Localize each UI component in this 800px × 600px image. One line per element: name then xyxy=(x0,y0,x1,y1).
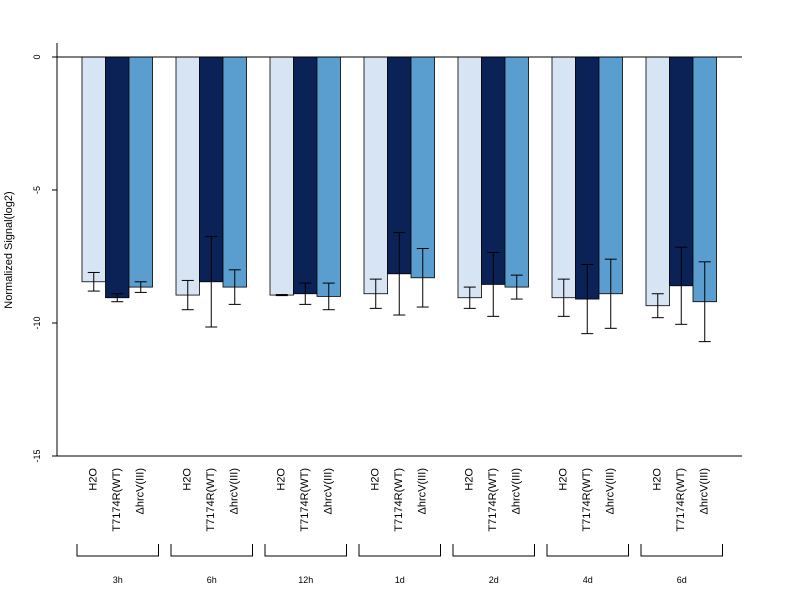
group-label: 1d xyxy=(395,575,405,585)
y-tick-label: 0 xyxy=(32,54,42,59)
error-bar xyxy=(698,261,711,343)
bar-label: H2O xyxy=(652,468,664,491)
bar-label: H2O xyxy=(88,468,100,491)
error-bar xyxy=(87,271,100,292)
error-bar xyxy=(487,252,500,317)
error-bar xyxy=(111,293,124,303)
error-bar xyxy=(581,263,594,335)
bar-label: ΔhrcV(III) xyxy=(323,468,335,514)
bar-label: ΔhrcV(III) xyxy=(417,468,429,514)
bar xyxy=(128,56,153,288)
bar-label: T7174R(WT) xyxy=(393,468,405,532)
y-tick-label: -10 xyxy=(32,316,42,329)
error-bar xyxy=(651,293,664,319)
y-axis: 0 -5 -10 -15 xyxy=(32,43,58,463)
bar xyxy=(81,56,106,283)
group-bracket xyxy=(170,544,253,557)
group-label: 3h xyxy=(113,575,123,585)
error-bar xyxy=(557,278,570,317)
bar xyxy=(410,56,435,279)
error-bar xyxy=(275,294,288,297)
bar-label: T7174R(WT) xyxy=(299,468,311,532)
plot-area xyxy=(57,56,742,457)
group-label: 4d xyxy=(583,575,593,585)
bar xyxy=(481,56,506,285)
bar xyxy=(457,56,482,299)
error-bar xyxy=(181,279,194,311)
bar-label: ΔhrcV(III) xyxy=(135,468,147,514)
bar-label: H2O xyxy=(464,468,476,491)
group-bracket xyxy=(358,544,441,557)
group-bracket xyxy=(452,544,535,557)
bar-label: T7174R(WT) xyxy=(111,468,123,532)
bar xyxy=(645,56,670,307)
group-bracket xyxy=(76,544,159,557)
bar xyxy=(363,56,388,295)
bar-label: T7174R(WT) xyxy=(487,468,499,532)
bar xyxy=(504,56,529,288)
bar-label: ΔhrcV(III) xyxy=(511,468,523,514)
error-bar xyxy=(463,286,476,309)
y-tick-label: -5 xyxy=(32,186,42,194)
error-bar xyxy=(322,282,335,311)
bar-label: T7174R(WT) xyxy=(675,468,687,532)
error-bar xyxy=(416,248,429,308)
group-label: 2d xyxy=(489,575,499,585)
group-bracket xyxy=(640,544,723,557)
bar xyxy=(105,56,130,299)
group-bracket xyxy=(546,544,629,557)
bar-label: T7174R(WT) xyxy=(205,468,217,532)
bar-label: H2O xyxy=(370,468,382,491)
bar-label: ΔhrcV(III) xyxy=(229,468,241,514)
error-bar xyxy=(510,274,523,300)
y-axis-title: Normalized Signal(log2) xyxy=(3,191,15,308)
bar-label: H2O xyxy=(558,468,570,491)
bar-label: ΔhrcV(III) xyxy=(699,468,711,514)
bar xyxy=(316,56,341,297)
y-tick-label: -15 xyxy=(32,449,42,462)
bar xyxy=(175,56,200,296)
error-bar xyxy=(299,282,312,305)
group-bracket xyxy=(264,544,347,557)
bar xyxy=(269,56,294,296)
bar-label: ΔhrcV(III) xyxy=(605,468,617,514)
bar xyxy=(598,56,623,295)
error-bar xyxy=(393,232,406,316)
error-bar xyxy=(228,269,241,305)
bar xyxy=(575,56,600,300)
error-bar xyxy=(134,281,147,293)
bar-label: H2O xyxy=(182,468,194,491)
bar-label: T7174R(WT) xyxy=(581,468,593,532)
x-axis-labels: H2O T7174R(WT) ΔhrcV(III) 3h H2O T7174R(WT) Δh… xyxy=(76,468,723,585)
error-bar xyxy=(604,258,617,329)
bar xyxy=(551,56,576,299)
error-bar xyxy=(675,246,688,325)
error-bar xyxy=(369,278,382,309)
group-label: 6d xyxy=(677,575,687,585)
bar-label: H2O xyxy=(276,468,288,491)
group-label: 12h xyxy=(298,575,313,585)
error-bar xyxy=(205,236,218,328)
group-label: 6h xyxy=(207,575,217,585)
bar xyxy=(293,56,318,295)
bar xyxy=(222,56,247,288)
